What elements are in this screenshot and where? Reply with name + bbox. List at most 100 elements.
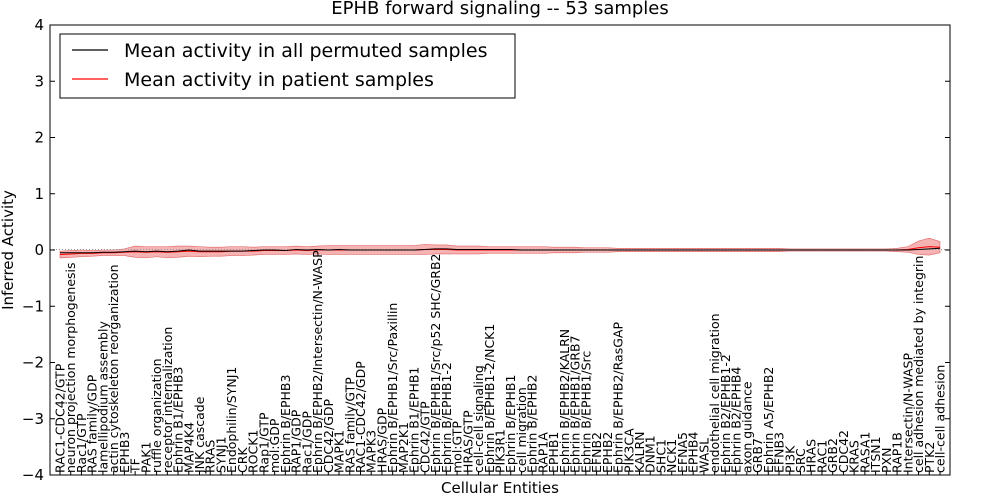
x-tick-label: HRAS/GTP <box>460 410 475 473</box>
series-line-permuted <box>60 247 941 254</box>
y-axis-label: Inferred Activity <box>0 190 17 310</box>
x-tick-label: Ephrin B/EPHB2/RasGAP <box>611 322 626 473</box>
x-tick-label: GRB2 <box>825 438 840 473</box>
y-tick-label: −1 <box>22 297 44 315</box>
x-tick-label: Ephrin B/EPHB3 <box>278 375 293 473</box>
x-tick-label: TF <box>128 458 143 474</box>
x-tick-label: PIK3R1 <box>493 429 508 473</box>
x-tick-label: RAP1B <box>890 432 905 473</box>
x-tick-label: RAC1-CDC42/GTP <box>53 363 68 473</box>
x-tick-label: EPHB1 <box>546 432 561 473</box>
x-tick-label: EPHB3 <box>117 432 132 473</box>
x-tick-label: PI3K <box>782 445 797 473</box>
x-tick-label: SHC1 <box>653 439 668 473</box>
x-tick-label: PAK1 <box>138 442 153 473</box>
x-tick-label: Ephrin B1/EPHB1 <box>407 367 422 473</box>
y-tick-label: 3 <box>34 72 44 90</box>
x-tick-label: EFNA5 <box>675 432 690 473</box>
x-tick-label: JNK cascade <box>192 396 207 474</box>
x-axis-label: Cellular Entities <box>441 479 559 497</box>
x-tick-label: mol:GTP <box>450 421 465 473</box>
y-tick-label: −2 <box>22 354 44 372</box>
x-tick-label: HRAS <box>804 439 819 473</box>
x-tick-label: RAC1-CDC42/GDP <box>353 361 368 473</box>
legend-label-permuted: Mean activity in all permuted samples <box>124 40 487 62</box>
x-tick-label: PTK2 <box>922 442 937 473</box>
x-tick-label: Rac1/GTP <box>74 413 89 473</box>
y-tick-label: 4 <box>34 16 44 34</box>
x-tick-label: MAP2K1 <box>396 422 411 473</box>
x-tick-label: ruffle organization <box>149 358 164 473</box>
x-tick-label: MAPK3 <box>364 430 379 473</box>
x-tick-label: cell adhesion mediated by integrin <box>911 256 926 473</box>
confidence-band-layer <box>59 237 941 259</box>
x-tick-label: Ephrin B/EPHB2 <box>525 375 540 473</box>
x-tick-label: CDC42/GDP <box>321 398 336 473</box>
x-tick-label: Ephrin B/EPHB1/Src/p52 SHC/GRB2 <box>428 254 443 474</box>
x-tick-label: Endophilin/SYNJ1 <box>224 367 239 473</box>
plot-frame <box>49 24 951 476</box>
y-tick-label: 0 <box>34 241 44 259</box>
x-tick-label: ITSN1 <box>868 436 883 473</box>
x-tick-label: actin cytoskeleton reorganization <box>106 264 121 473</box>
x-tick-label: Intersectin/N-WASP <box>900 353 915 473</box>
x-tick-label: Ephrin B2/EPHB4 <box>729 367 744 473</box>
y-tick-label: 2 <box>34 129 44 147</box>
x-tick-label: Ephrin B/EPHB2/Intersectin/N-WASP <box>310 250 325 473</box>
x-tick-label: KRAS <box>847 440 862 473</box>
x-tick-label: Ephrin B/EPHB1 <box>503 375 518 473</box>
x-tick-label: HRAS/GDP <box>374 407 389 473</box>
x-tick-label: mol:GDP <box>267 418 282 473</box>
y-tick-label: −4 <box>22 466 44 484</box>
x-tick-label: cell-cell signaling <box>471 365 486 473</box>
x-tick-label: MAPK1 <box>332 430 347 473</box>
x-tick-label: Ephrin B1/EPHB3 <box>171 367 186 473</box>
x-tick-label: RAS family/GTP <box>342 377 357 473</box>
legend: Mean activity in all permuted samples Me… <box>59 33 516 99</box>
x-tick-label: axon guidance <box>739 381 754 473</box>
x-tick-label: cell-cell adhesion <box>933 365 948 473</box>
x-tick-label: EPHB4 <box>686 432 701 473</box>
x-tick-label: RRAS <box>203 440 218 473</box>
x-tick-label: neuron projection morphogenesis <box>63 262 78 473</box>
x-tick-label: RAS family/GDP <box>85 374 100 473</box>
x-tick-label: CDC42/GTP <box>417 401 432 473</box>
x-tick-label: lamellipodium assembly <box>95 321 110 473</box>
legend-label-patient: Mean activity in patient samples <box>124 69 434 91</box>
x-tick-label: Ephrin B/EPHB2/KALRN <box>557 329 572 473</box>
x-tick-label: PIK3CA <box>621 428 636 473</box>
legend-box <box>59 33 516 99</box>
x-tick-label: RAC1 <box>814 440 829 473</box>
x-tick-label: DNM1 <box>643 435 658 473</box>
x-tick-label: Rap1/GTP <box>256 412 271 473</box>
x-tick-label: Rac1/GDP <box>299 411 314 473</box>
chart-title: EPHB forward signaling -- 53 samples <box>331 0 669 19</box>
x-tick-label: EPHB2 <box>600 432 615 473</box>
x-tick-label: WASL <box>696 438 711 473</box>
x-tick-label: CRK <box>235 447 250 473</box>
x-tick-label: CDC42 <box>836 430 851 473</box>
x-tick-label: SYNJ1 <box>213 436 228 473</box>
x-tick-label: Ephrin B/EPHB1-2/NCK1 <box>482 324 497 473</box>
x-tick-label: RAP1/GDP <box>289 409 304 473</box>
x-tick-label: EFNB3 <box>772 432 787 473</box>
x-tick-label: Ephrin B/EPHB1-2 <box>439 362 454 473</box>
x-tick-label: Ephrin B/EPHB1/Src/Paxillin <box>385 303 400 473</box>
x-tick-label: MAP4K4 <box>181 422 196 473</box>
x-tick-label: PXN <box>879 448 894 473</box>
x-tick-label: Ephrin B/EPHB1/Src <box>578 351 593 473</box>
x-tick-label: Ephrin B/EPHB1/GRB7 <box>568 335 583 473</box>
y-tick-label: 1 <box>34 185 44 203</box>
series-layer <box>59 246 941 255</box>
x-tick-label: SRC <box>793 448 808 473</box>
x-tick-label: endothelial cell migration <box>707 313 722 473</box>
x-tick-label: ROCK1 <box>246 430 261 473</box>
x-tick-label: NCK1 <box>664 439 679 473</box>
x-tick-label: RAP1A <box>535 432 550 473</box>
x-tick-label: EFNB2 <box>589 432 604 473</box>
x-tick-label: Ephrin A5/EPHB2 <box>761 367 776 473</box>
patient-confidence-band <box>59 237 941 259</box>
x-tick-label: RASA1 <box>857 432 872 473</box>
